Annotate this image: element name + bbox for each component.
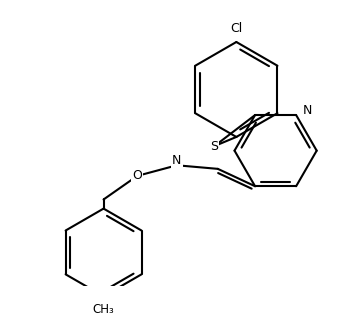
Text: O: O bbox=[132, 169, 142, 182]
Text: Cl: Cl bbox=[230, 22, 242, 35]
Text: N: N bbox=[172, 154, 182, 167]
Text: CH₃: CH₃ bbox=[93, 303, 114, 313]
Text: S: S bbox=[210, 140, 218, 152]
Text: N: N bbox=[302, 104, 312, 117]
